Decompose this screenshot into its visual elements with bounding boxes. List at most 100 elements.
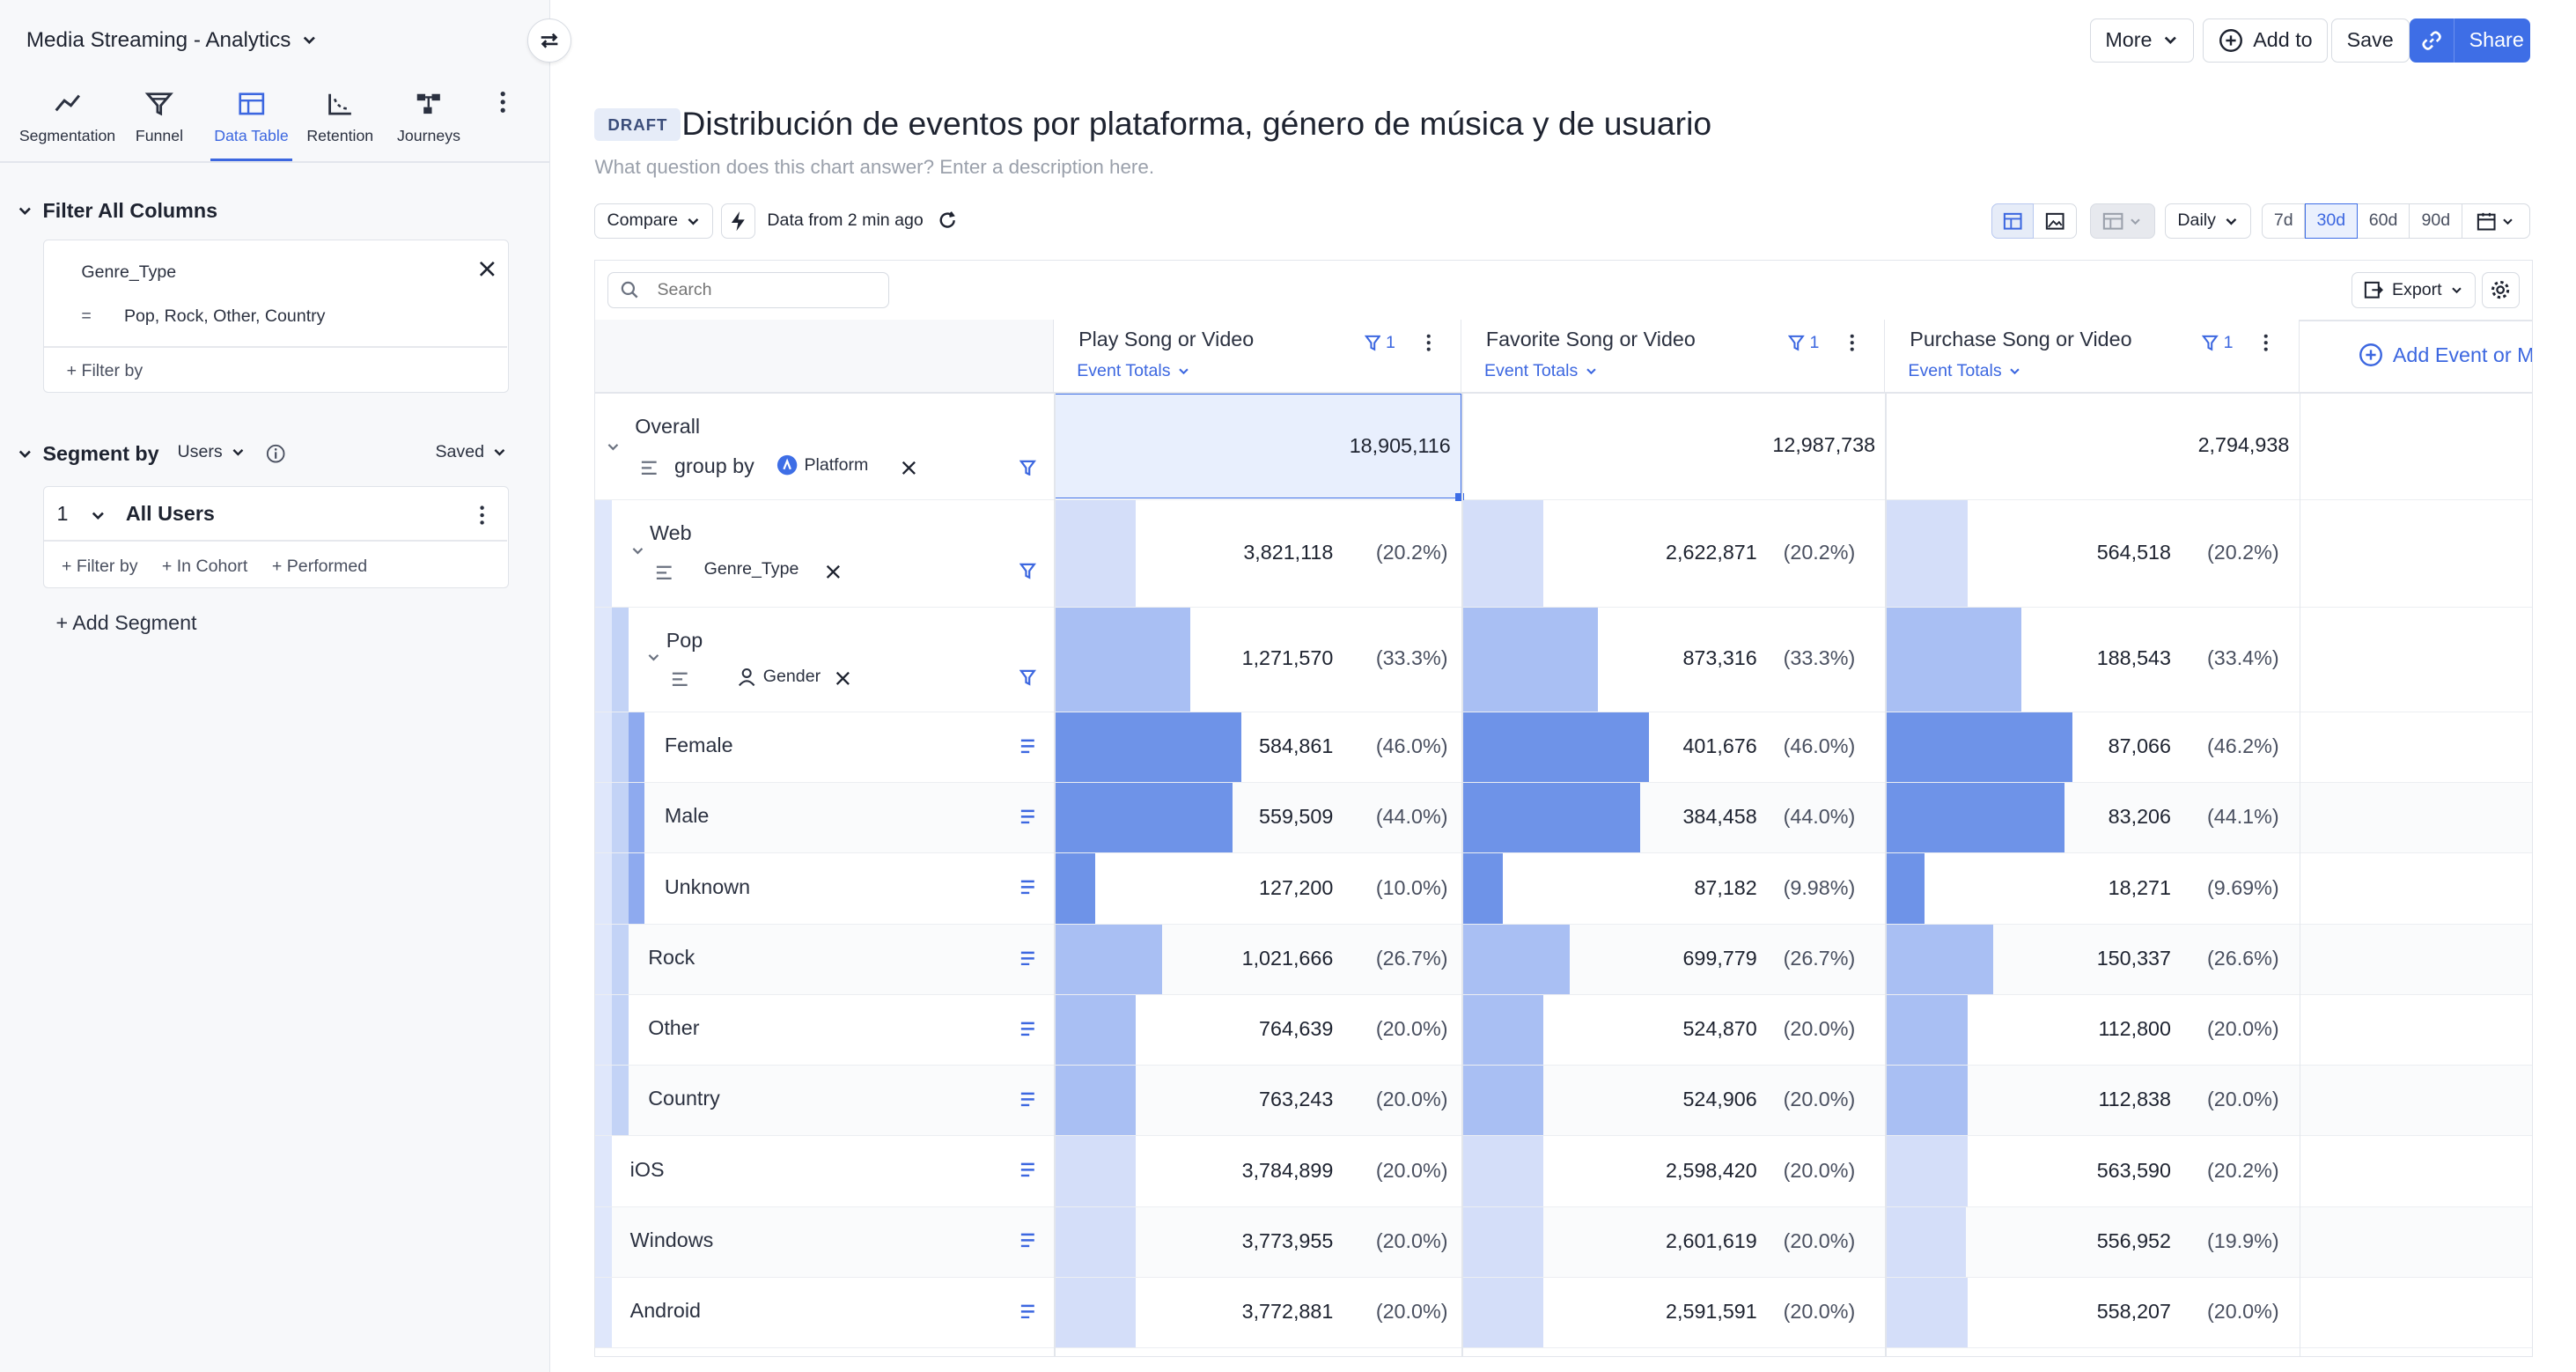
column-filter-badge[interactable]: 1	[2202, 333, 2234, 353]
filter-icon[interactable]	[1019, 669, 1036, 687]
cell-value[interactable]: 112,800	[2098, 1017, 2171, 1041]
group-by-chip[interactable]: Platform	[776, 454, 868, 476]
cell-value[interactable]: 2,598,420	[1666, 1158, 1757, 1182]
metric-dropdown[interactable]: Event Totals	[1908, 361, 2021, 381]
filter-values[interactable]: Pop, Rock, Other, Country	[123, 306, 326, 327]
cell-value[interactable]: 401,676	[1682, 734, 1757, 758]
row-label[interactable]: Windows	[629, 1228, 714, 1251]
refresh-icon[interactable]	[938, 210, 957, 230]
filter-property[interactable]: Genre_Type	[81, 262, 177, 282]
row-label[interactable]: Unknown	[664, 874, 751, 898]
add-filter-link[interactable]: + Filter by	[66, 360, 144, 380]
cell-value[interactable]: 150,337	[2096, 946, 2171, 970]
filter-icon[interactable]	[1019, 460, 1036, 476]
cell-value[interactable]: 3,772,881	[1241, 1300, 1334, 1324]
collapse-sidebar-button[interactable]	[526, 18, 572, 63]
cell-value[interactable]: 188,543	[2096, 646, 2171, 670]
cell-value[interactable]: 584,861	[1259, 734, 1334, 758]
users-dropdown[interactable]: Users	[178, 442, 246, 462]
close-icon[interactable]	[902, 461, 916, 476]
cell-value[interactable]: 87,066	[2108, 734, 2171, 758]
row-label[interactable]: Other	[648, 1016, 700, 1040]
row-label[interactable]: Country	[648, 1087, 720, 1110]
group-by-chip[interactable]: Gender	[737, 667, 821, 687]
overall-selected-cell[interactable]: 18,905,116	[1054, 393, 1464, 502]
lightning-button[interactable]	[721, 203, 756, 239]
filter-icon[interactable]	[1019, 563, 1036, 579]
segment-name[interactable]: All Users	[125, 502, 215, 526]
cell-value[interactable]: 112,838	[2098, 1088, 2171, 1111]
table-view-button[interactable]	[1991, 203, 2035, 239]
link-icon[interactable]	[2410, 18, 2455, 63]
range-7d[interactable]: 7d	[2262, 203, 2305, 239]
cell-value[interactable]: 2,601,619	[1666, 1228, 1757, 1252]
cell-value[interactable]: 556,952	[2096, 1228, 2171, 1252]
column-more-icon[interactable]	[1849, 333, 1855, 352]
row-label[interactable]: Pop	[666, 628, 703, 652]
saved-dropdown[interactable]: Saved	[435, 442, 507, 462]
tab-data-table[interactable]: Data Table	[210, 85, 293, 161]
info-icon[interactable]	[266, 444, 285, 463]
event-name[interactable]: Play Song or Video	[1078, 328, 1255, 351]
cell-value[interactable]: 699,779	[1682, 946, 1757, 970]
search-input[interactable]	[657, 277, 872, 303]
segment-header[interactable]: Segment by	[17, 442, 159, 466]
cell-value[interactable]: 3,773,955	[1241, 1228, 1334, 1252]
cell-value[interactable]: 559,509	[1259, 805, 1334, 829]
cell-value[interactable]: 1,271,570	[1241, 646, 1334, 670]
cell-value[interactable]: 87,182	[1694, 875, 1757, 899]
add-segment-button[interactable]: + Add Segment	[55, 611, 197, 635]
cell-value[interactable]: 563,590	[2096, 1158, 2171, 1182]
close-icon[interactable]	[826, 564, 841, 579]
chevron-down-icon[interactable]	[606, 439, 621, 454]
tab-journeys[interactable]: Journeys	[391, 85, 467, 161]
event-name[interactable]: Favorite Song or Video	[1485, 328, 1696, 351]
breakdown-icon[interactable]	[1019, 951, 1036, 966]
chart-description[interactable]: What question does this chart answer? En…	[594, 156, 1155, 179]
more-button[interactable]: More	[2089, 18, 2195, 63]
export-button[interactable]: Export	[2352, 271, 2476, 308]
cell-value[interactable]: 524,870	[1682, 1017, 1757, 1041]
tab-funnel[interactable]: Funnel	[121, 85, 197, 161]
cell-value[interactable]: 763,243	[1259, 1088, 1334, 1111]
add-to-button[interactable]: Add to	[2203, 18, 2329, 63]
save-button[interactable]: Save	[2330, 18, 2410, 63]
breakdown-icon[interactable]	[1019, 1022, 1036, 1036]
chevron-down-icon[interactable]	[646, 650, 661, 665]
row-label[interactable]: Rock	[648, 945, 696, 969]
column-more-icon[interactable]	[2263, 333, 2269, 352]
column-more-icon[interactable]	[1425, 333, 1432, 352]
share-button[interactable]: Share	[2410, 18, 2530, 63]
range-30d[interactable]: 30d	[2304, 203, 2358, 239]
tab-retention[interactable]: Retention	[302, 85, 378, 161]
add-event-button[interactable]: Add Event or Metric	[2359, 343, 2532, 367]
cell-value[interactable]: 2,591,591	[1666, 1300, 1757, 1324]
column-header-purchase[interactable]: Purchase Song or Video 1 Event Totals	[1885, 319, 2300, 393]
cell-handle[interactable]	[1455, 492, 1464, 502]
column-filter-badge[interactable]: 1	[1364, 333, 1395, 353]
segment-filter-by-link[interactable]: + Filter by	[62, 556, 138, 576]
chart-title[interactable]: Distribución de eventos por plataforma, …	[681, 105, 1712, 143]
cell-value[interactable]: 1,021,666	[1241, 946, 1334, 970]
breakdown-icon[interactable]	[1019, 1304, 1036, 1319]
metric-dropdown[interactable]: Event Totals	[1077, 361, 1190, 381]
filter-operator[interactable]: =	[81, 306, 92, 327]
cell-value[interactable]: 384,458	[1682, 805, 1757, 829]
column-header-favorite[interactable]: Favorite Song or Video 1 Event Totals	[1461, 319, 1886, 393]
breakdown-icon[interactable]	[1019, 809, 1036, 824]
chevron-down-icon[interactable]	[630, 543, 645, 558]
row-label[interactable]: iOS	[629, 1157, 665, 1181]
compare-button[interactable]: Compare	[594, 203, 714, 239]
range-60d[interactable]: 60d	[2357, 203, 2410, 239]
close-icon[interactable]	[479, 261, 496, 277]
tab-segmentation[interactable]: Segmentation	[13, 85, 121, 161]
cell-value[interactable]: 83,206	[2108, 805, 2171, 829]
cell-value[interactable]: 3,784,899	[1241, 1158, 1334, 1182]
calendar-dropdown[interactable]	[2462, 203, 2530, 239]
event-name[interactable]: Purchase Song or Video	[1910, 328, 2132, 351]
column-filter-badge[interactable]: 1	[1788, 333, 1819, 353]
row-label[interactable]: Female	[664, 734, 733, 757]
breakdown-icon[interactable]	[1019, 880, 1036, 895]
breakdown-icon[interactable]	[1019, 1162, 1036, 1177]
performed-link[interactable]: + Performed	[271, 556, 368, 576]
